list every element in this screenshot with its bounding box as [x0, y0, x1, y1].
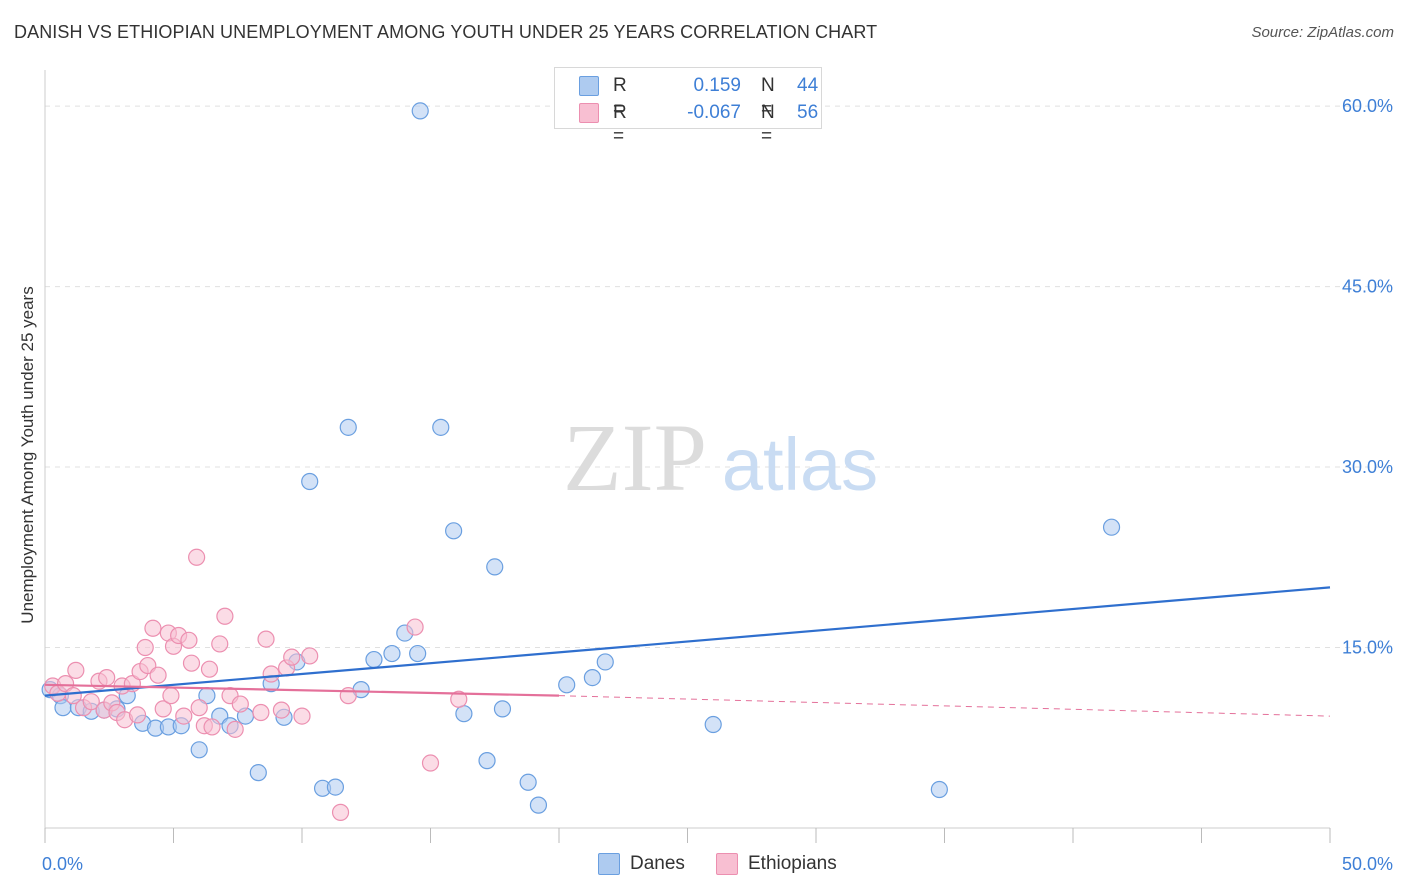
legend-n-value: 56: [797, 102, 819, 123]
legend-r-label: R =: [613, 75, 627, 120]
tick-labels: 15.0% 30.0% 45.0% 60.0% 0.0% 50.0%: [42, 96, 1393, 874]
x-tick-label: 0.0%: [42, 854, 83, 874]
watermark-atlas: atlas: [722, 423, 878, 506]
gridlines: [45, 105, 1395, 649]
point-ethiopians: [301, 647, 319, 665]
point-ethiopians: [128, 706, 147, 724]
point-ethiopians: [450, 690, 468, 708]
point-ethiopians: [331, 803, 350, 821]
point-ethiopians: [283, 648, 301, 666]
point-danes: [301, 472, 319, 491]
x-tick-label: 50.0%: [1342, 854, 1393, 874]
point-danes: [326, 778, 345, 796]
point-danes: [249, 764, 267, 782]
point-ethiopians: [154, 700, 172, 718]
point-ethiopians: [162, 687, 180, 705]
point-ethiopians: [182, 654, 201, 672]
point-ethiopians: [231, 695, 249, 713]
legend-label-ethiopians: Ethiopians: [748, 853, 837, 874]
legend-label-danes: Danes: [630, 853, 685, 874]
axes: [44, 70, 1331, 843]
point-danes: [519, 773, 537, 791]
trend-line-ethiopians: [44, 683, 560, 697]
point-danes: [529, 796, 548, 814]
point-ethiopians: [226, 720, 244, 738]
trend-line-ethiopians-extension: [558, 695, 1331, 717]
legend-r-value: -0.067: [687, 102, 741, 123]
trend-lines: [44, 586, 1331, 717]
watermark-zip: ZIP: [563, 404, 707, 511]
point-ethiopians: [188, 548, 206, 566]
point-danes: [930, 780, 948, 799]
point-danes: [339, 418, 357, 436]
chart-title: DANISH VS ETHIOPIAN UNEMPLOYMENT AMONG Y…: [14, 22, 878, 42]
legend-n-label: N =: [761, 102, 775, 147]
legend-swatch-danes: [598, 853, 620, 875]
point-danes: [558, 676, 576, 694]
legend-swatch-ethiopians: [716, 853, 738, 875]
legend-r-label: R =: [613, 102, 627, 147]
point-danes: [478, 752, 496, 770]
point-ethiopians: [216, 607, 234, 625]
point-ethiopians: [421, 754, 440, 772]
point-ethiopians: [272, 701, 291, 719]
point-ethiopians: [211, 635, 229, 653]
point-ethiopians: [82, 693, 100, 711]
point-danes: [704, 715, 722, 734]
point-ethiopians: [149, 666, 167, 684]
legend-r-value: 0.159: [693, 75, 741, 96]
point-danes: [493, 700, 512, 718]
point-ethiopians: [200, 660, 219, 678]
source-label: Source: ZipAtlas.com: [1251, 24, 1394, 41]
legend-n-label: N =: [761, 75, 775, 120]
point-danes: [486, 558, 504, 576]
legend-swatch-ethiopians: [579, 103, 599, 123]
legend-swatch-danes: [579, 76, 599, 96]
point-danes: [583, 669, 602, 687]
point-ethiopians: [136, 638, 154, 657]
y-tick-label: 60.0%: [1342, 96, 1393, 116]
point-danes: [455, 705, 473, 723]
legend-n-value: 44: [797, 75, 819, 96]
point-danes: [596, 653, 614, 671]
point-ethiopians: [293, 707, 311, 725]
correlation-legend: R = 0.159 N = 44 R = -0.067 N = 56: [554, 67, 822, 147]
point-ethiopians: [180, 631, 198, 649]
point-ethiopians: [67, 661, 85, 679]
point-ethiopians: [64, 687, 82, 705]
point-ethiopians: [252, 703, 270, 722]
point-ethiopians: [262, 665, 280, 683]
point-ethiopians: [406, 618, 424, 636]
point-danes: [1102, 518, 1121, 536]
trend-line-danes: [44, 586, 1331, 697]
point-danes: [432, 418, 450, 436]
point-danes: [365, 650, 383, 669]
point-ethiopians: [98, 669, 116, 687]
point-ethiopians: [203, 718, 221, 736]
point-danes: [383, 644, 401, 663]
point-ethiopians: [257, 630, 275, 648]
point-danes: [445, 522, 463, 540]
point-ethiopians: [144, 619, 162, 637]
watermark: ZIP atlas: [563, 404, 878, 511]
y-tick-label: 30.0%: [1342, 457, 1393, 477]
point-danes: [409, 644, 427, 663]
point-ethiopians: [175, 707, 193, 725]
point-danes: [190, 741, 208, 759]
point-ethiopians: [56, 675, 75, 693]
point-danes: [411, 102, 429, 120]
point-ethiopians: [190, 699, 208, 717]
y-tick-label: 15.0%: [1342, 638, 1393, 658]
y-tick-label: 45.0%: [1342, 277, 1393, 297]
